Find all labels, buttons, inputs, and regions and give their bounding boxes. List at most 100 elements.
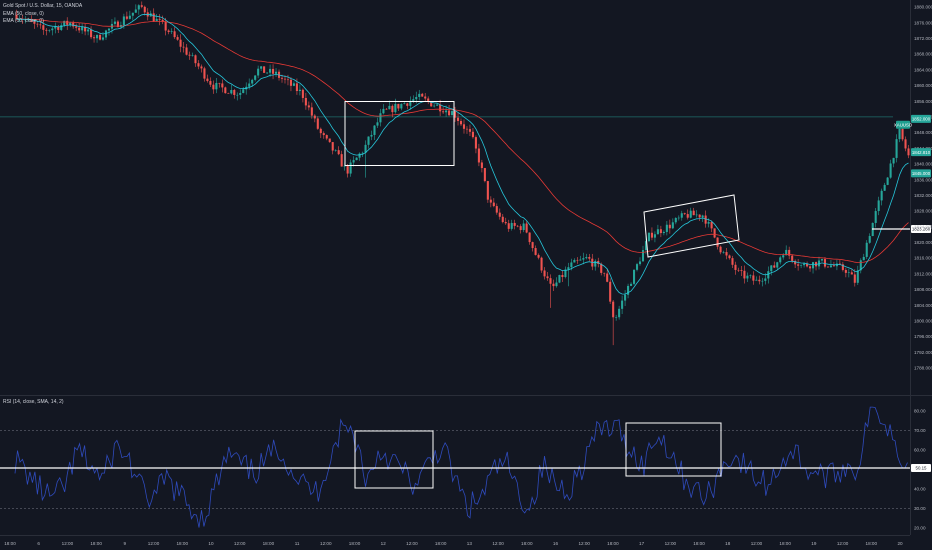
ohlc-tag bbox=[911, 169, 931, 178]
candle-body bbox=[203, 68, 206, 79]
candle-body bbox=[650, 232, 653, 238]
candle-body bbox=[510, 222, 513, 229]
time-tick-label: 12 bbox=[381, 541, 387, 546]
time-tick-label: 18:00 bbox=[693, 541, 705, 546]
time-tick-label: 18:00 bbox=[521, 541, 533, 546]
price-tick-label: 1816.000 bbox=[914, 256, 932, 261]
candle-body bbox=[809, 266, 812, 269]
candle-body bbox=[764, 278, 767, 281]
candle-body bbox=[671, 222, 674, 229]
time-tick-label: 18:00 bbox=[349, 541, 361, 546]
time-tick-label: 18:00 bbox=[435, 541, 447, 546]
candle-body bbox=[140, 5, 143, 7]
candle-body bbox=[289, 79, 293, 86]
candle-body bbox=[137, 5, 140, 10]
candle-body bbox=[158, 18, 161, 20]
time-tick-label: 18:00 bbox=[779, 541, 791, 546]
candle-body bbox=[361, 152, 364, 154]
candle-body bbox=[552, 283, 555, 287]
rsi-legend-text[interactable]: RSI (14, close, SMA, 14, 2) bbox=[3, 399, 64, 405]
candle-body bbox=[635, 264, 639, 270]
candle-body bbox=[188, 54, 191, 56]
candle-body bbox=[185, 47, 188, 55]
candle-body bbox=[612, 301, 615, 318]
price-axis[interactable]: 1823.260 1880.000 1876.000 1872.000 1868.000… bbox=[894, 0, 932, 535]
candle-body bbox=[87, 29, 90, 32]
price-tick-label: 1832.000 bbox=[914, 193, 932, 198]
candle-body bbox=[301, 89, 304, 98]
time-tick-label: 12:00 bbox=[406, 541, 418, 546]
candle-body bbox=[292, 83, 295, 86]
candle-body bbox=[662, 231, 665, 234]
candle-body bbox=[695, 214, 698, 216]
candle-body bbox=[260, 66, 263, 69]
candle-body bbox=[546, 276, 549, 279]
candle-body bbox=[382, 108, 385, 114]
candle-body bbox=[352, 160, 355, 163]
candle-body bbox=[889, 163, 892, 178]
time-tick-label: 18:00 bbox=[866, 541, 878, 546]
candle-body bbox=[806, 263, 809, 267]
price-panel[interactable] bbox=[0, 1, 910, 346]
ema-50-legend[interactable]: EMA (50, close, 0) bbox=[3, 10, 44, 17]
candle-body bbox=[746, 275, 749, 279]
candle-body bbox=[221, 83, 224, 88]
time-tick-label: 18:00 bbox=[90, 541, 102, 546]
candle-body bbox=[698, 214, 701, 218]
candle-body bbox=[683, 213, 686, 215]
time-tick-label: 12:00 bbox=[234, 541, 246, 546]
candle-body bbox=[385, 108, 388, 110]
price-tick-label: 1840.000 bbox=[914, 162, 932, 167]
price-tick-label: 1868.000 bbox=[914, 52, 932, 57]
candle-body bbox=[397, 103, 400, 109]
candle-body bbox=[322, 133, 325, 136]
candle-body bbox=[436, 104, 439, 106]
candle-body bbox=[272, 68, 275, 74]
candle-body bbox=[844, 269, 847, 273]
candle-body bbox=[424, 96, 427, 99]
rsi-panel[interactable] bbox=[0, 406, 910, 528]
candle-body bbox=[412, 99, 415, 101]
symbol-title[interactable]: Gold Spot / U.S. Dollar, 15, OANDA bbox=[3, 3, 83, 9]
candle-body bbox=[797, 264, 800, 266]
time-tick-label: 11 bbox=[295, 541, 300, 546]
ema-10-legend[interactable]: EMA (10, close, 0) bbox=[3, 18, 44, 25]
candle-body bbox=[78, 27, 81, 31]
candle-body bbox=[686, 214, 689, 218]
candle-body bbox=[191, 55, 194, 56]
candle-body bbox=[632, 269, 636, 284]
candle-body bbox=[788, 249, 791, 256]
candle-body bbox=[710, 222, 713, 229]
price-tick-label: 1804.000 bbox=[914, 303, 932, 308]
candle-body bbox=[215, 82, 218, 90]
candle-body bbox=[767, 271, 770, 279]
candle-body bbox=[618, 308, 621, 318]
candle-body bbox=[719, 246, 722, 253]
candle-body bbox=[743, 270, 746, 279]
candle-body bbox=[856, 270, 859, 283]
candle-body bbox=[161, 19, 164, 22]
candle-body bbox=[877, 200, 880, 212]
time-tick-label: 12:00 bbox=[751, 541, 763, 546]
candle-body bbox=[573, 259, 576, 263]
time-axis[interactable]: 18:00 6 12:00 18:00 9 12:00 18:00 10 12:00 18:00 1… bbox=[0, 535, 910, 547]
candle-body bbox=[892, 157, 895, 164]
price-tick-label: 1864.000 bbox=[914, 67, 932, 72]
candle-body bbox=[254, 75, 257, 80]
candle-body bbox=[173, 31, 176, 38]
candle-body bbox=[355, 157, 358, 161]
candle-body bbox=[131, 12, 134, 16]
candle-body bbox=[248, 83, 251, 87]
candle-body bbox=[125, 16, 128, 19]
candle-body bbox=[782, 255, 785, 258]
candle-body bbox=[898, 128, 901, 140]
candle-body bbox=[274, 71, 278, 74]
candle-body bbox=[266, 72, 269, 74]
candle-body bbox=[624, 294, 627, 301]
candle-body bbox=[346, 165, 349, 174]
candle-body bbox=[489, 199, 492, 203]
price-tick-label: 1828.000 bbox=[914, 209, 932, 214]
candle-body bbox=[531, 242, 534, 249]
candle-body bbox=[543, 270, 546, 277]
